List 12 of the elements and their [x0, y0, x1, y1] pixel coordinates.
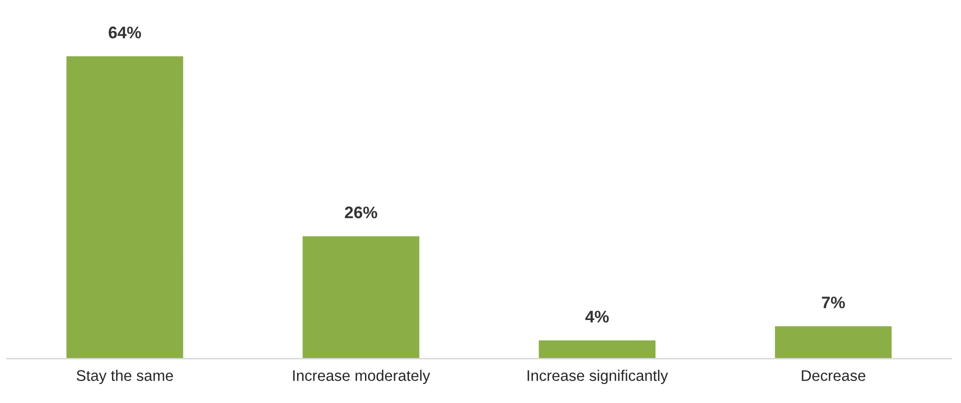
x-tick-label: Increase moderately [293, 370, 430, 384]
x-tick-label: Decrease [802, 370, 866, 382]
data-label: 64% [108, 26, 142, 38]
bar [537, 339, 657, 359]
bar [301, 234, 421, 359]
data-label: 26% [344, 206, 378, 218]
x-tick-label: Stay the same [76, 370, 173, 384]
data-label: 4% [585, 310, 609, 323]
x-tick-label: Increase significantly [528, 370, 668, 384]
data-label: 7% [822, 296, 845, 308]
bar [774, 324, 894, 359]
bar [65, 54, 185, 359]
